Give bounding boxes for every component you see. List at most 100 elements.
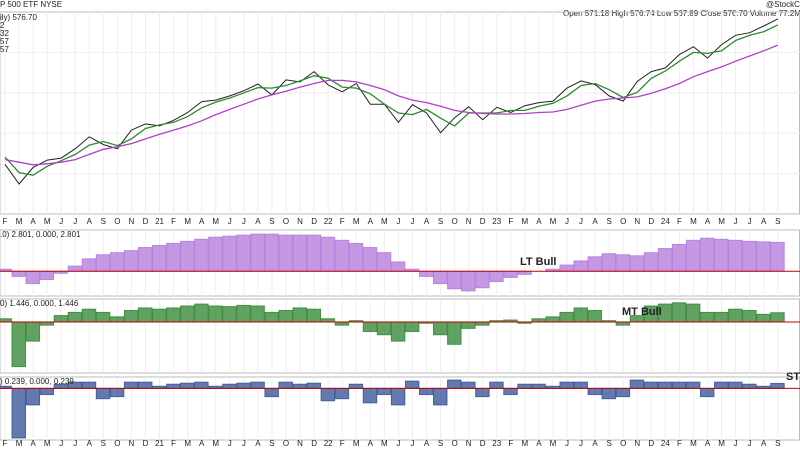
x-tick-label: J: [579, 439, 583, 448]
histogram-bar: [25, 321, 41, 342]
histogram-bar: [348, 242, 364, 272]
x-tick-label: S: [775, 217, 780, 226]
x-tick-label: J: [73, 217, 77, 226]
histogram-bar: [123, 250, 139, 272]
histogram-bar: [390, 261, 406, 272]
x-tick-label: N: [466, 439, 472, 448]
x-tick-label: O: [451, 217, 457, 226]
histogram-bar: [671, 302, 687, 323]
x-tick-label: S: [101, 217, 106, 226]
histogram-bar: [264, 311, 279, 323]
x-tick-label: A: [368, 439, 374, 448]
histogram-bar: [643, 381, 659, 389]
x-tick-label: J: [396, 217, 400, 226]
x-tick-label: N: [634, 217, 640, 226]
histogram-bar: [306, 234, 322, 272]
price-line: [4, 24, 779, 176]
x-tick-label: 22: [324, 217, 333, 226]
histogram-bar: [728, 381, 743, 389]
x-tick-label: J: [565, 217, 569, 226]
histogram-bar: [250, 305, 265, 323]
x-tick-label: M: [353, 439, 360, 448]
histogram-bar: [671, 381, 687, 389]
x-tick-label: F: [508, 439, 513, 448]
pane-annotation: MT Bull: [622, 306, 662, 318]
pane-header: 0) 1.446, 0.000, 1.446: [0, 299, 79, 308]
x-tick-label: J: [748, 439, 752, 448]
histogram-bar: [461, 381, 476, 389]
histogram-bar: [166, 242, 181, 272]
histogram-bar: [166, 383, 181, 389]
x-tick-label: A: [536, 439, 542, 448]
x-tick-label: F: [171, 217, 176, 226]
x-tick-label: O: [451, 439, 457, 448]
histogram-bar: [503, 387, 518, 396]
histogram-bar: [770, 382, 785, 389]
histogram-bar: [728, 308, 743, 323]
histogram-bar: [81, 258, 97, 272]
histogram-bar: [447, 379, 462, 389]
histogram-bar: [418, 270, 434, 277]
x-tick-label: J: [242, 217, 246, 226]
x-tick-label: M: [212, 217, 219, 226]
x-tick-label: J: [410, 217, 414, 226]
x-tick-label: D: [311, 217, 317, 226]
x-tick-label: J: [734, 217, 738, 226]
histogram-bar: [756, 241, 771, 272]
histogram-bar: [770, 241, 785, 272]
x-tick-label: N: [129, 217, 135, 226]
histogram-bar: [11, 321, 26, 368]
histogram-bar: [292, 234, 307, 272]
histogram-bar: [25, 270, 41, 285]
x-tick-label: O: [283, 217, 289, 226]
x-tick-label: 21: [155, 217, 164, 226]
x-tick-label: J: [565, 439, 569, 448]
legend-text: 57: [0, 45, 9, 54]
histogram-bar: [137, 307, 153, 323]
x-tick-label: O: [283, 439, 289, 448]
histogram-bar: [376, 321, 392, 336]
legend-text: 32: [0, 29, 9, 38]
histogram-bar: [39, 387, 55, 396]
x-tick-label: J: [59, 439, 63, 448]
histogram-bar: [222, 383, 237, 389]
x-tick-label: S: [606, 439, 611, 448]
x-tick-label: M: [184, 217, 191, 226]
x-tick-label: M: [16, 217, 23, 226]
x-tick-label: M: [522, 217, 529, 226]
x-tick-label: F: [677, 439, 682, 448]
x-tick-label: J: [734, 439, 738, 448]
histogram-bar: [180, 305, 195, 323]
x-tick-label: J: [73, 439, 77, 448]
x-tick-label: M: [522, 439, 529, 448]
histogram-bar: [39, 270, 55, 280]
x-tick-label: F: [340, 217, 345, 226]
x-tick-label: F: [171, 439, 176, 448]
histogram-bar: [250, 381, 265, 389]
histogram-bar: [559, 381, 574, 389]
histogram-bar: [95, 254, 111, 272]
histogram-bar: [123, 309, 139, 323]
x-tick-label: A: [87, 439, 93, 448]
x-tick-label: A: [536, 217, 542, 226]
histogram-bar: [362, 321, 378, 333]
x-tick-label: O: [620, 439, 626, 448]
x-tick-label: J: [396, 439, 400, 448]
x-tick-label: N: [466, 217, 472, 226]
histogram-bar: [714, 311, 729, 323]
histogram-bar: [278, 381, 293, 389]
x-tick-label: F: [340, 439, 345, 448]
histogram-bar: [278, 309, 293, 323]
x-tick-label: N: [297, 439, 303, 448]
x-tick-label: A: [592, 217, 598, 226]
histogram-bar: [629, 255, 645, 272]
x-tick-label: D: [143, 217, 149, 226]
x-tick-label: 24: [661, 439, 670, 448]
histogram-bar: [418, 387, 434, 396]
histogram-bar: [250, 233, 265, 272]
x-tick-label: S: [775, 439, 780, 448]
histogram-bar: [447, 321, 462, 345]
x-tick-label: A: [761, 439, 767, 448]
x-tick-label: J: [228, 439, 232, 448]
histogram-bar: [587, 309, 603, 323]
